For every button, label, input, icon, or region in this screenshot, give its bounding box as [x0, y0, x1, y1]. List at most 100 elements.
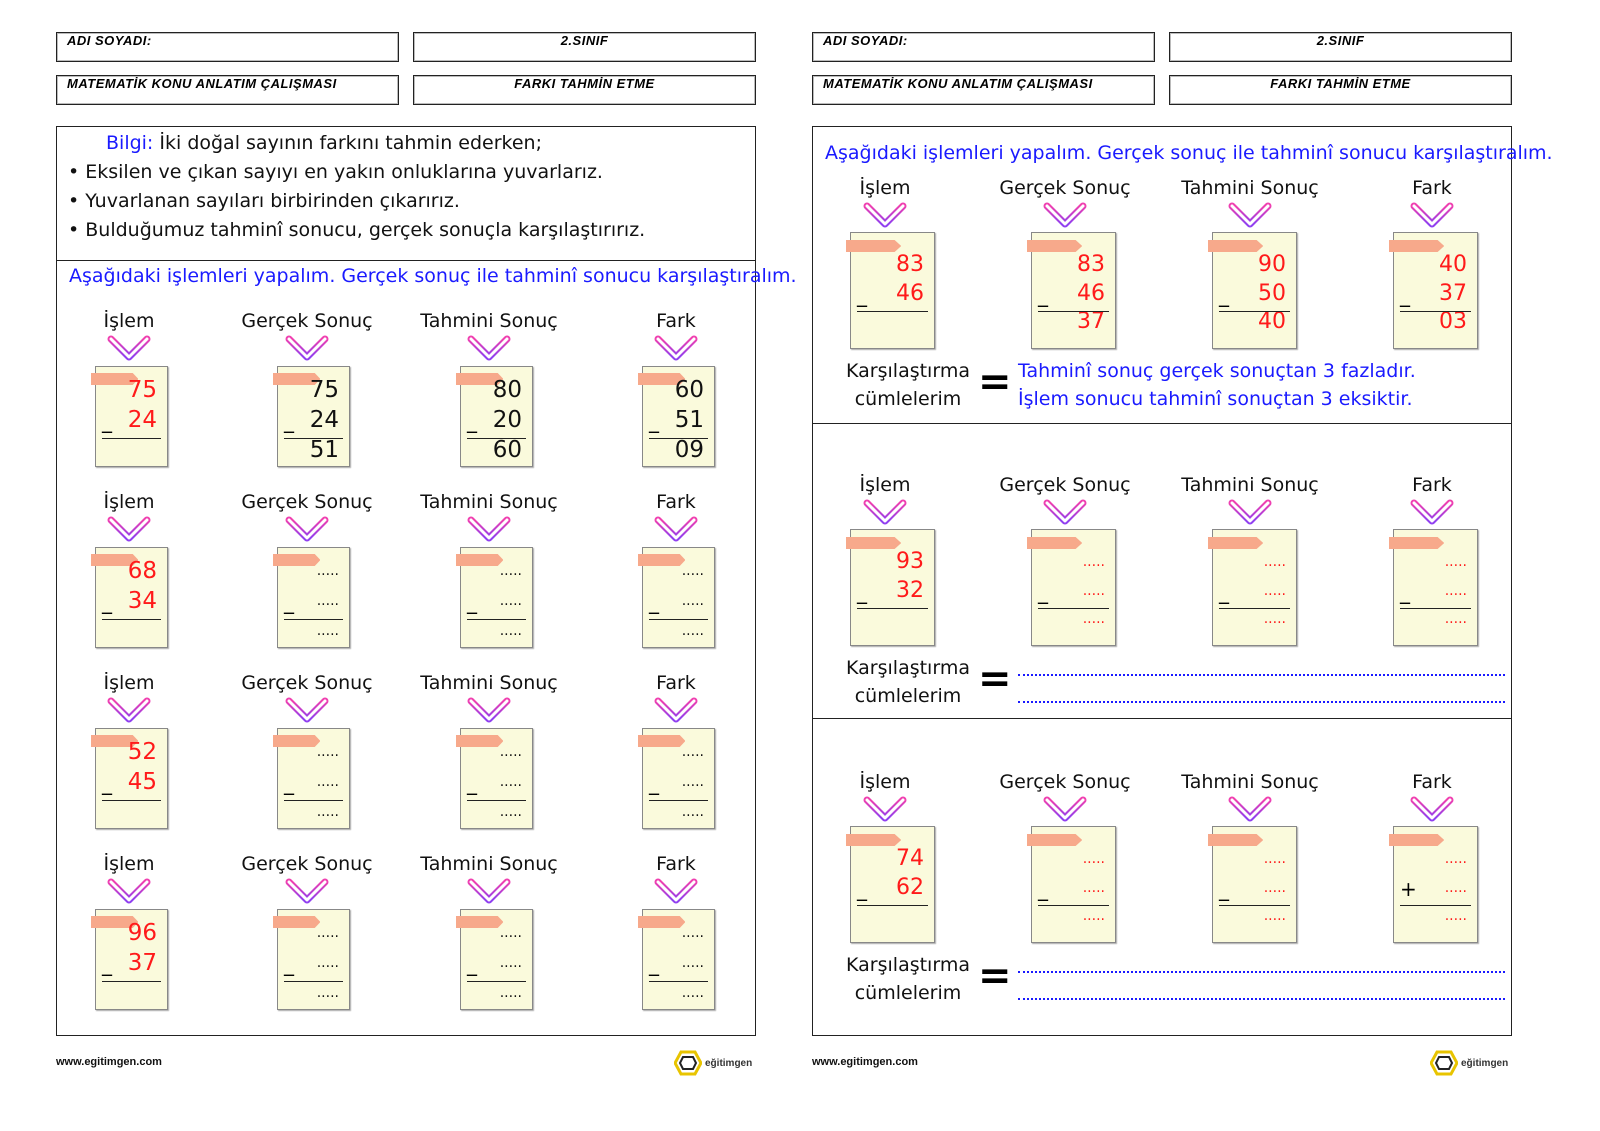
answer-blank[interactable]: .....: [1082, 851, 1105, 867]
answer-blank[interactable]: .....: [316, 563, 339, 579]
info-bullet: • Eksilen ve çıkan sayıyı en yakın onluk…: [68, 161, 603, 183]
card-tab: [1208, 240, 1264, 253]
answer-blank[interactable]: .....: [1263, 583, 1286, 599]
chevron-down-icon: [466, 696, 512, 726]
sum-line: [467, 438, 526, 439]
answer-blank[interactable]: .....: [1263, 851, 1286, 867]
answer-blank[interactable]: .....: [316, 804, 339, 820]
answer-blank[interactable]: .....: [316, 593, 339, 609]
card-tab: [1389, 537, 1445, 550]
answer-blank[interactable]: .....: [316, 925, 339, 941]
answer-blank[interactable]: .....: [499, 593, 522, 609]
worksheet-card: 83 46 _: [846, 232, 935, 349]
card-number: 32: [896, 578, 924, 603]
comparison-sentence: İşlem sonucu tahminî sonuçtan 3 eksiktir…: [1018, 388, 1413, 410]
card-number: 75: [127, 377, 157, 403]
worksheet-card: 68 34 _: [91, 547, 168, 648]
answer-blank[interactable]: .....: [1263, 880, 1286, 896]
chevron-down-icon: [1227, 498, 1273, 528]
sum-line: [1400, 905, 1471, 906]
worksheet-card: ............... _: [273, 547, 350, 648]
subject-box: MATEMATİK KONU ANLATIM ÇALIŞMASI: [56, 75, 399, 105]
answer-blank[interactable]: .....: [681, 563, 704, 579]
footer-url[interactable]: www.egitimgen.com: [812, 1056, 918, 1068]
card-number: 51: [309, 437, 339, 463]
worksheet-card: ............... _: [456, 728, 533, 829]
answer-blank[interactable]: .....: [1263, 611, 1286, 627]
worksheet-card: 83 46 37 _: [1027, 232, 1116, 349]
answer-blank[interactable]: .....: [499, 925, 522, 941]
logo: eğitimgen: [1430, 1050, 1508, 1076]
answer-blank[interactable]: .....: [681, 623, 704, 639]
answer-blank[interactable]: .....: [499, 563, 522, 579]
sum-line: [649, 619, 708, 620]
answer-blank[interactable]: .....: [681, 744, 704, 760]
card-tab: [91, 916, 139, 929]
worksheet-card: ............... _: [1027, 826, 1116, 943]
answer-blank[interactable]: .....: [1082, 554, 1105, 570]
answer-blank[interactable]: .....: [1444, 611, 1467, 627]
answer-blank[interactable]: .....: [499, 985, 522, 1001]
answer-blank[interactable]: .....: [499, 744, 522, 760]
answer-blank[interactable]: .....: [681, 804, 704, 820]
name-field[interactable]: ADI SOYADI:: [56, 32, 399, 62]
answer-blank[interactable]: .....: [499, 623, 522, 639]
comparison-label: Karşılaştırma: [846, 954, 970, 976]
answer-blank[interactable]: .....: [1444, 583, 1467, 599]
chevron-down-icon: [284, 877, 330, 907]
answer-blank[interactable]: .....: [499, 774, 522, 790]
minus-sign: _: [467, 409, 477, 433]
answer-blank[interactable]: .....: [316, 955, 339, 971]
card-number: 40: [1258, 309, 1286, 334]
answer-blank[interactable]: .....: [499, 955, 522, 971]
card-number: 40: [1439, 252, 1467, 277]
answer-blank[interactable]: .....: [1082, 611, 1105, 627]
footer-url[interactable]: www.egitimgen.com: [56, 1056, 162, 1068]
column-label: Fark: [1412, 177, 1452, 199]
card-number: 68: [127, 558, 157, 584]
sum-line: [284, 800, 343, 801]
comparison-label: Karşılaştırma: [846, 360, 970, 382]
minus-sign: _: [1038, 283, 1048, 307]
answer-blank[interactable]: .....: [681, 985, 704, 1001]
answer-blank[interactable]: .....: [316, 623, 339, 639]
chevron-down-icon: [1227, 795, 1273, 825]
worksheet-card: 75 24 _: [91, 366, 168, 467]
answer-blank[interactable]: .....: [681, 593, 704, 609]
chevron-down-icon: [466, 877, 512, 907]
answer-blank[interactable]: .....: [316, 774, 339, 790]
answer-blank[interactable]: .....: [316, 744, 339, 760]
comparison-answer-line[interactable]: [1018, 998, 1505, 1000]
answer-blank[interactable]: .....: [1444, 908, 1467, 924]
chevron-down-icon: [284, 515, 330, 545]
worksheet-card: ............... _: [1208, 826, 1297, 943]
chevron-down-icon: [653, 877, 699, 907]
comparison-answer-line[interactable]: [1018, 971, 1505, 973]
comparison-answer-line[interactable]: [1018, 674, 1505, 676]
card-number: 60: [492, 437, 522, 463]
answer-blank[interactable]: .....: [499, 804, 522, 820]
card-tab: [273, 554, 321, 567]
answer-blank[interactable]: .....: [681, 774, 704, 790]
answer-blank[interactable]: .....: [1082, 880, 1105, 896]
answer-blank[interactable]: .....: [1263, 908, 1286, 924]
sum-line: [1038, 608, 1109, 609]
comparison-answer-line[interactable]: [1018, 701, 1505, 703]
answer-blank[interactable]: .....: [316, 985, 339, 1001]
answer-blank[interactable]: .....: [1082, 583, 1105, 599]
card-number: 09: [674, 437, 704, 463]
comparison-label: Karşılaştırma: [846, 657, 970, 679]
card-number: 20: [492, 407, 522, 433]
column-label: Fark: [1412, 474, 1452, 496]
column-label: Gerçek Sonuç: [241, 491, 373, 513]
answer-blank[interactable]: .....: [681, 925, 704, 941]
answer-blank[interactable]: .....: [1082, 908, 1105, 924]
answer-blank[interactable]: .....: [681, 955, 704, 971]
name-field[interactable]: ADI SOYADI:: [812, 32, 1155, 62]
answer-blank[interactable]: .....: [1263, 554, 1286, 570]
minus-sign: _: [649, 771, 659, 795]
answer-blank[interactable]: .....: [1444, 851, 1467, 867]
minus-sign: _: [1219, 877, 1229, 901]
answer-blank[interactable]: .....: [1444, 880, 1467, 896]
answer-blank[interactable]: .....: [1444, 554, 1467, 570]
